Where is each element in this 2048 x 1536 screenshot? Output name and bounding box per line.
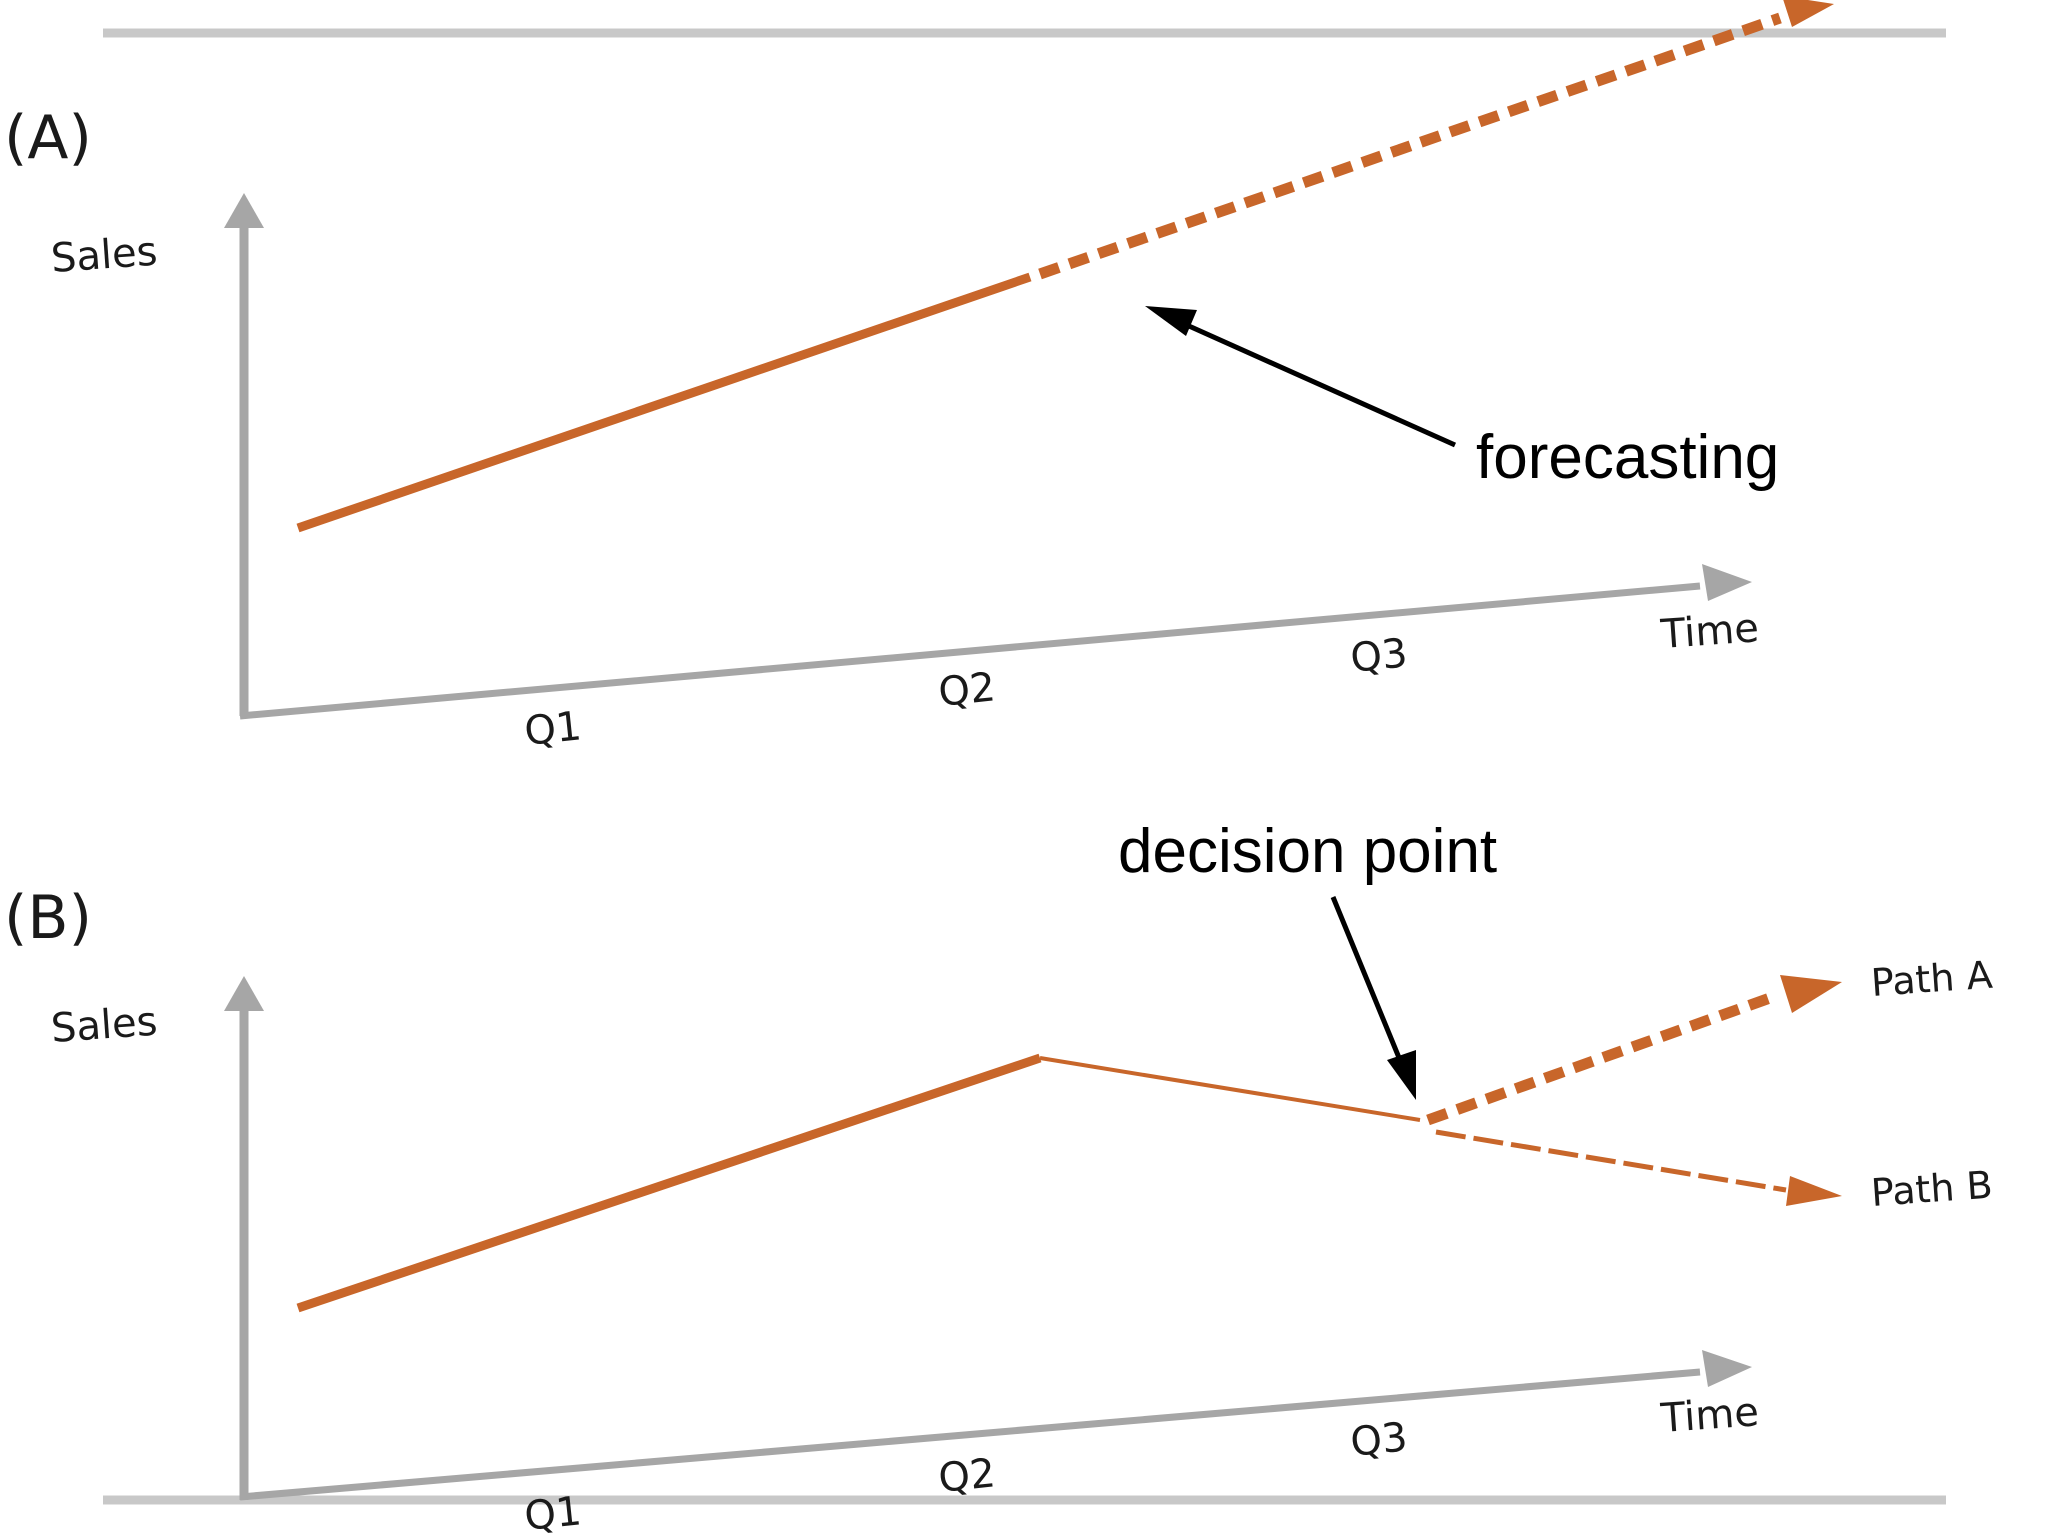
panel-a-tick-q2: Q2 — [936, 664, 997, 716]
forecasting-pointer — [1178, 319, 1457, 448]
panel-b-tick-q3: Q3 — [1348, 1414, 1409, 1466]
panel-b-y-label: Sales — [49, 999, 158, 1052]
path-a-label: Path A — [1870, 953, 1994, 1005]
panel-a-forecast-arrowhead — [1783, 0, 1834, 27]
panel-b-tick-q2: Q2 — [936, 1450, 997, 1502]
panel-b-tick-q1: Q1 — [522, 1488, 583, 1536]
panel-a-x-label: Time — [1658, 605, 1760, 658]
panel-a: (A) Sales Time Q1 Q2 Q3 forecasting — [4, 0, 1834, 755]
panel-a-y-label: Sales — [49, 229, 158, 282]
panel-a-y-axis-arrowhead — [224, 193, 264, 228]
decision-point-pointer — [1330, 896, 1405, 1066]
panel-b-x-axis-arrowhead — [1702, 1350, 1752, 1387]
path-b-label: Path B — [1870, 1163, 1994, 1215]
panel-a-forecast-trend — [1038, 12, 1782, 280]
decision-point-pointer-arrowhead — [1387, 1050, 1416, 1100]
decision-point-annotation: decision point — [1118, 817, 1497, 886]
panel-b-rising-trend — [296, 1053, 1042, 1313]
panel-a-x-axis — [239, 582, 1701, 720]
panel-a-x-axis-arrowhead — [1702, 564, 1752, 601]
path-a-arrowhead — [1780, 975, 1842, 1013]
panel-b: (B) Sales Time Q1 Q2 Q3 Path A Path B de… — [4, 817, 1994, 1536]
panel-a-tick-q3: Q3 — [1348, 630, 1409, 682]
forecasting-pointer-arrowhead — [1145, 306, 1197, 336]
panel-b-declining-trend — [1039, 1056, 1421, 1122]
path-b-arrowhead — [1786, 1176, 1842, 1206]
panel-b-y-axis-arrowhead — [224, 976, 264, 1011]
forecasting-annotation: forecasting — [1476, 423, 1779, 492]
panel-a-actual-trend — [296, 272, 1032, 533]
path-b-line — [1435, 1129, 1787, 1193]
path-a-line — [1426, 992, 1772, 1126]
panel-a-tick-q1: Q1 — [522, 703, 583, 755]
panel-b-x-axis — [239, 1368, 1701, 1501]
panel-b-x-label: Time — [1658, 1389, 1760, 1442]
panel-b-label: (B) — [4, 883, 92, 953]
panel-a-label: (A) — [4, 103, 92, 173]
